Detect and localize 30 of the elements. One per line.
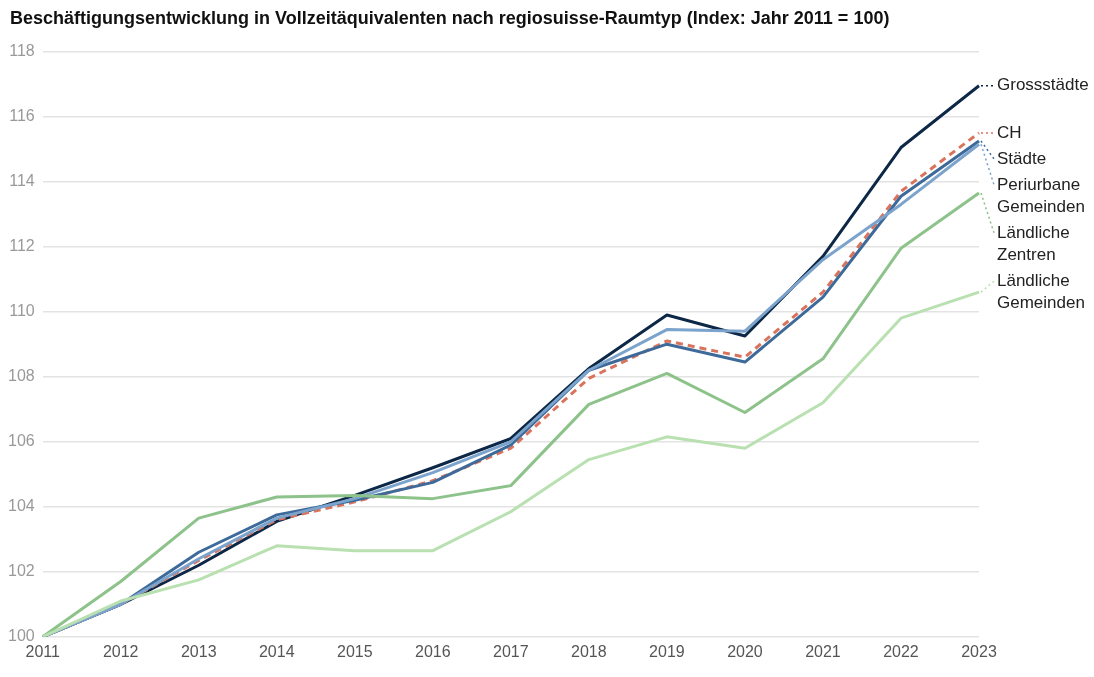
y-tick-label: 114 bbox=[9, 172, 35, 190]
x-tick-label: 2012 bbox=[102, 642, 139, 660]
y-tick-label: 110 bbox=[9, 302, 35, 320]
x-tick-label: 2017 bbox=[493, 642, 529, 660]
x-tick-label: 2013 bbox=[180, 642, 217, 660]
legend-label: Grossstädte bbox=[997, 75, 1089, 95]
x-tick-label: 2022 bbox=[883, 642, 919, 660]
chart-title: Beschäftigungsentwicklung in Vollzeitäquivalenten nach regiosuisse-Raumtyp (Index: Jahr 2011 = 100) bbox=[10, 8, 890, 29]
y-tick-label: 100 bbox=[7, 627, 35, 645]
text: Periurbane Gemeinden bbox=[997, 174, 1085, 216]
x-tick-label: 2014 bbox=[258, 642, 295, 660]
y-tick-label: 118 bbox=[9, 42, 35, 60]
x-tick-label: 2011 bbox=[25, 642, 60, 660]
y-tick-label: 104 bbox=[7, 497, 35, 515]
x-tick-label: 2023 bbox=[961, 642, 997, 660]
y-tick-label: 116 bbox=[9, 107, 35, 125]
y-tick-label: 112 bbox=[9, 237, 35, 255]
y-tick-label: 108 bbox=[7, 367, 35, 385]
y-tick-label: 102 bbox=[7, 562, 35, 580]
legend-label: Ländliche Gemeinden bbox=[997, 270, 1085, 312]
legend-label: Städte bbox=[997, 148, 1047, 168]
legend-label: CH bbox=[997, 122, 1022, 142]
y-tick-label: 106 bbox=[7, 432, 35, 450]
x-tick-label: 2015 bbox=[337, 642, 373, 660]
x-tick-label: 2020 bbox=[727, 642, 763, 660]
x-tick-label: 2019 bbox=[649, 642, 685, 660]
x-tick-label: 2021 bbox=[805, 642, 841, 660]
x-tick-label: 2018 bbox=[571, 642, 607, 660]
x-tick-label: 2016 bbox=[415, 642, 451, 660]
text: Ländliche Zentren bbox=[997, 222, 1070, 264]
